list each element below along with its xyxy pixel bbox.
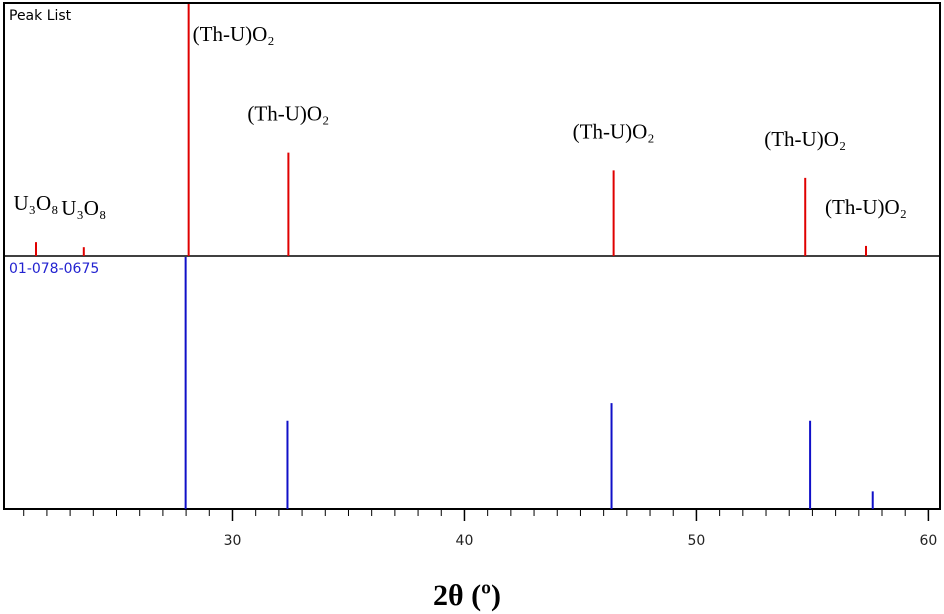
- x-axis-label: 2θ (º): [433, 579, 501, 612]
- peak-label: (Th-U)O₂: [247, 102, 329, 126]
- peak-label: U₃O₈: [14, 191, 59, 215]
- x-tick-label: 40: [456, 533, 474, 549]
- peak-label: U₃O₈: [61, 196, 106, 220]
- x-tick-label: 50: [688, 533, 706, 549]
- x-tick-label: 30: [224, 533, 242, 549]
- x-tick-label: 60: [919, 533, 937, 549]
- peak-label: (Th-U)O₂: [764, 127, 846, 151]
- peak-label: (Th-U)O₂: [573, 119, 655, 143]
- peak-label: (Th-U)O₂: [825, 195, 907, 219]
- peak-label: (Th-U)O₂: [193, 22, 275, 46]
- panel-title: 01-078-0675: [9, 261, 99, 277]
- panel-title: Peak List: [9, 8, 72, 24]
